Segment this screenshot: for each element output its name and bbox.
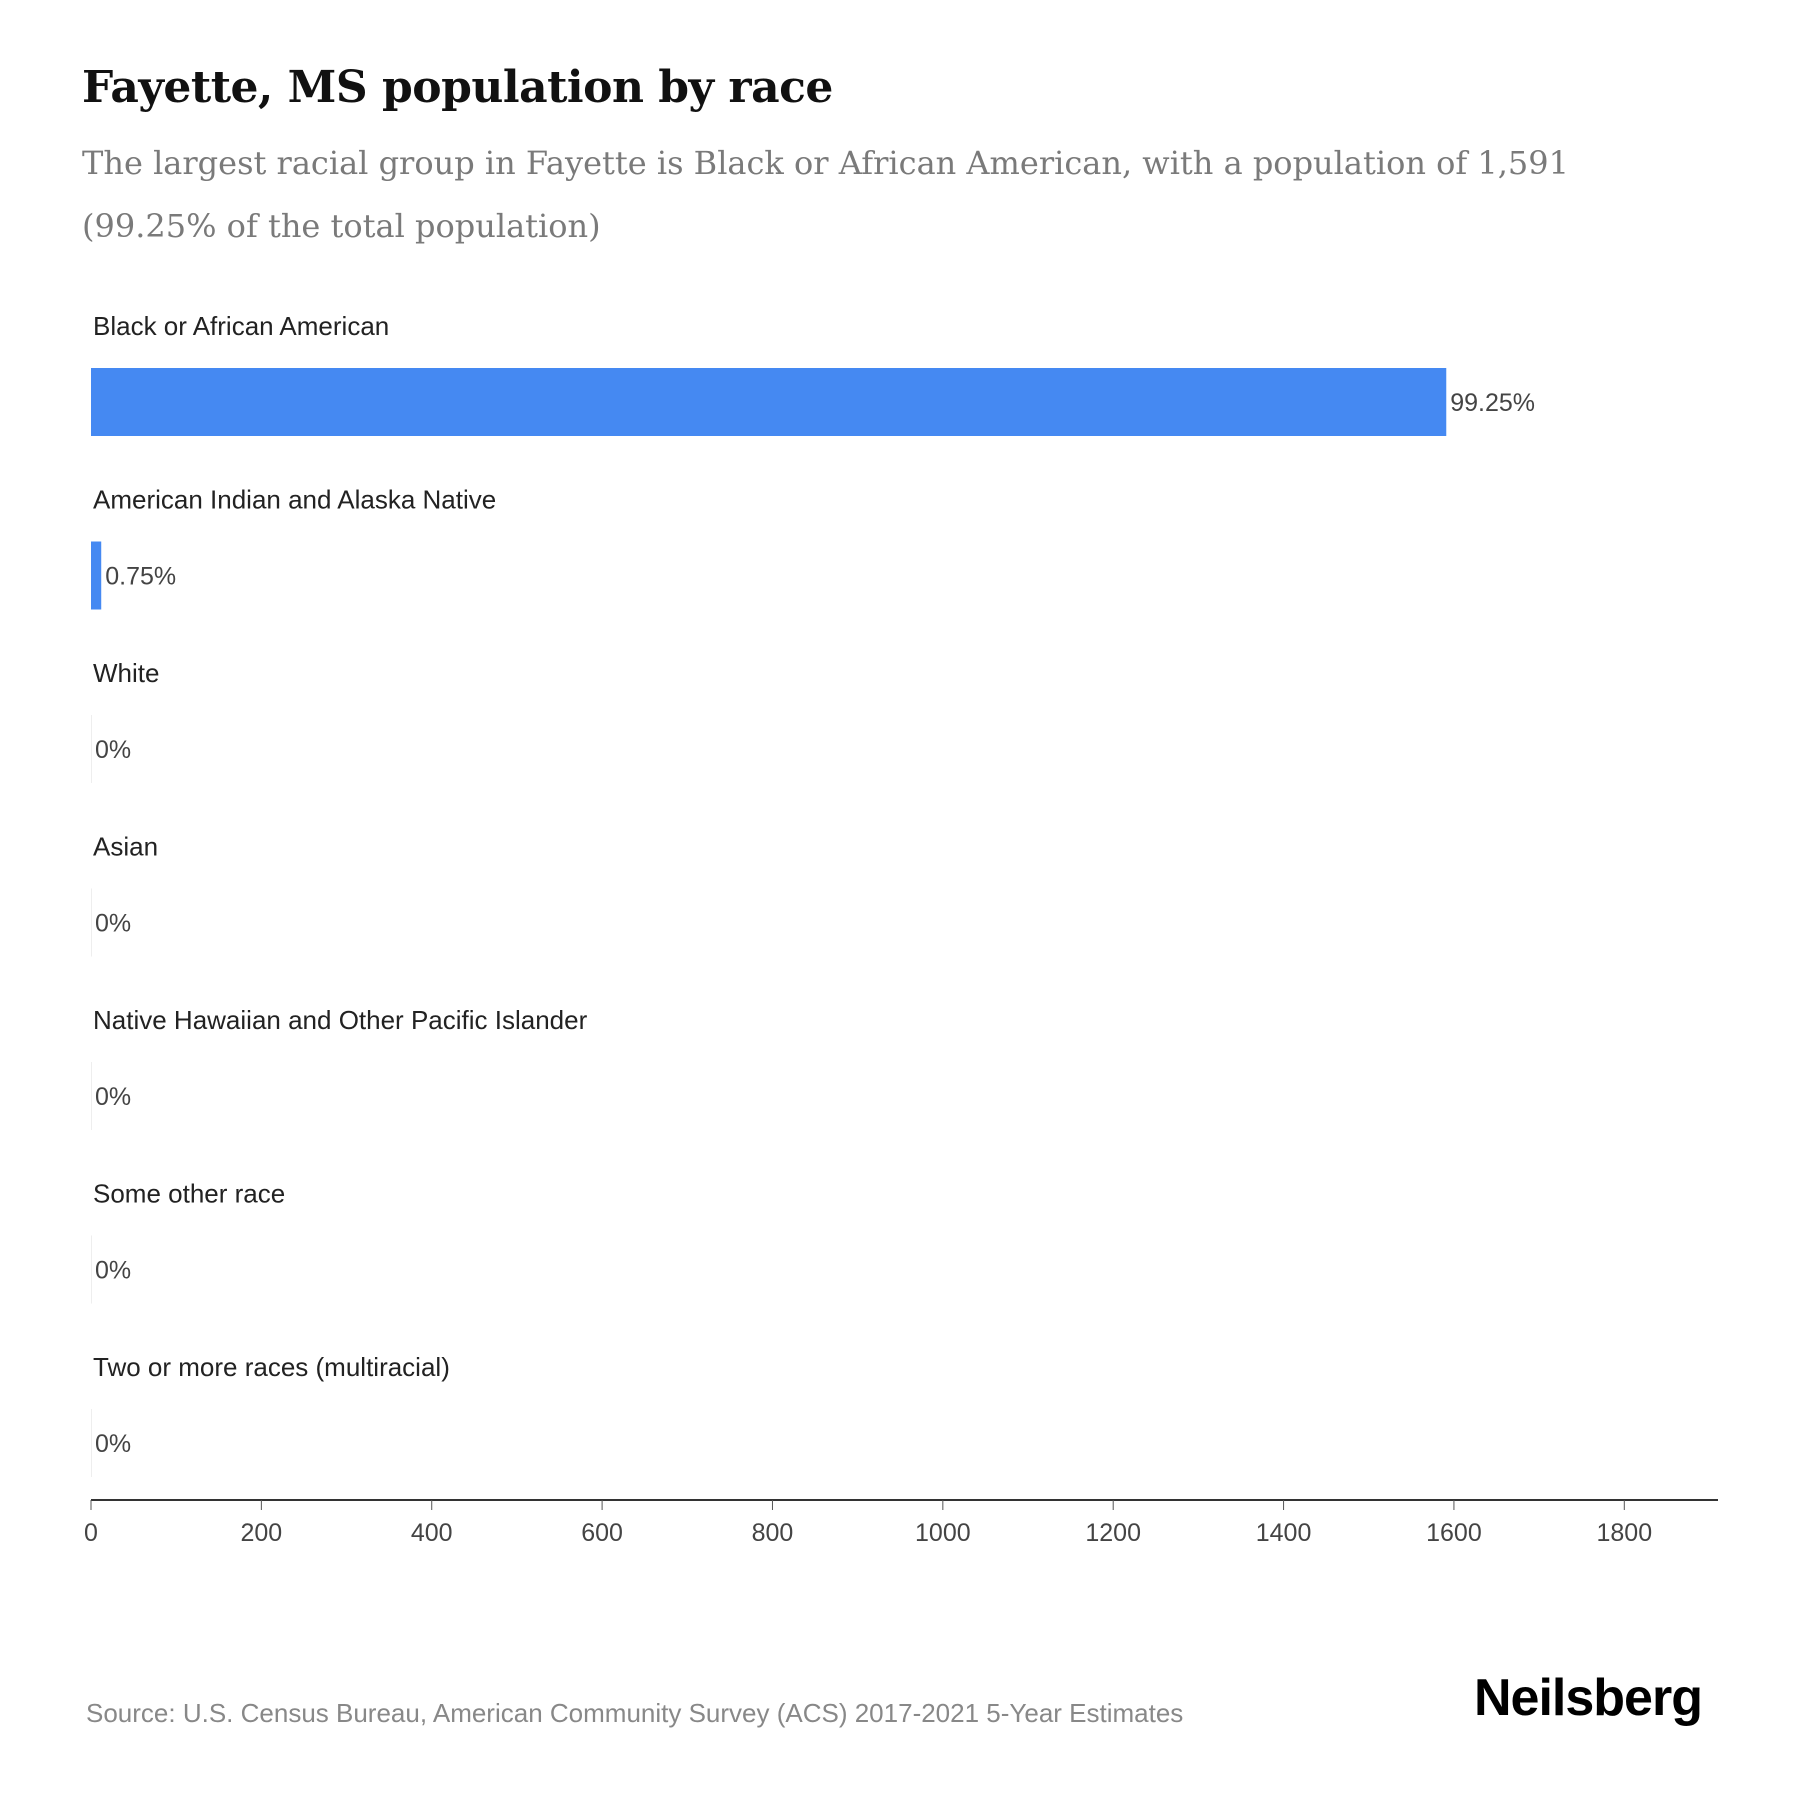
- x-tick-label: 200: [241, 1519, 283, 1547]
- value-label: 0%: [95, 1083, 131, 1111]
- category-label: American Indian and Alaska Native: [93, 485, 496, 515]
- x-tick-label: 1000: [915, 1519, 971, 1547]
- value-label: 0%: [95, 910, 131, 938]
- x-tick-label: 0: [84, 1519, 98, 1547]
- x-tick-label: 1400: [1256, 1519, 1312, 1547]
- x-tick-label: 1200: [1085, 1519, 1141, 1547]
- category-label: Asian: [93, 832, 158, 862]
- bar: [91, 541, 102, 610]
- x-tick-label: 800: [752, 1519, 794, 1547]
- x-tick-label: 400: [411, 1519, 453, 1547]
- source-note: Source: U.S. Census Bureau, American Com…: [86, 1698, 1184, 1728]
- category-label: Native Hawaiian and Other Pacific Island…: [93, 1005, 588, 1035]
- bar: [91, 368, 1447, 436]
- value-label: 0%: [95, 1257, 131, 1285]
- value-label: 0.75%: [105, 563, 176, 591]
- x-tick-label: 1600: [1426, 1519, 1482, 1547]
- value-label: 0%: [95, 736, 131, 764]
- x-tick-label: 600: [581, 1519, 623, 1547]
- value-label: 99.25%: [1450, 389, 1535, 417]
- category-label: Black or African American: [93, 311, 389, 341]
- category-label: Some other race: [93, 1179, 285, 1209]
- value-label: 0%: [95, 1430, 131, 1458]
- x-tick-label: 1800: [1596, 1519, 1652, 1547]
- chart-title: Fayette, MS population by race: [82, 62, 833, 113]
- category-label: White: [93, 658, 159, 688]
- chart-subtitle: The largest racial group in Fayette is B…: [82, 144, 1569, 245]
- category-label: Two or more races (multiracial): [93, 1352, 450, 1382]
- neilsberg-logo: Neilsberg: [1474, 1669, 1703, 1727]
